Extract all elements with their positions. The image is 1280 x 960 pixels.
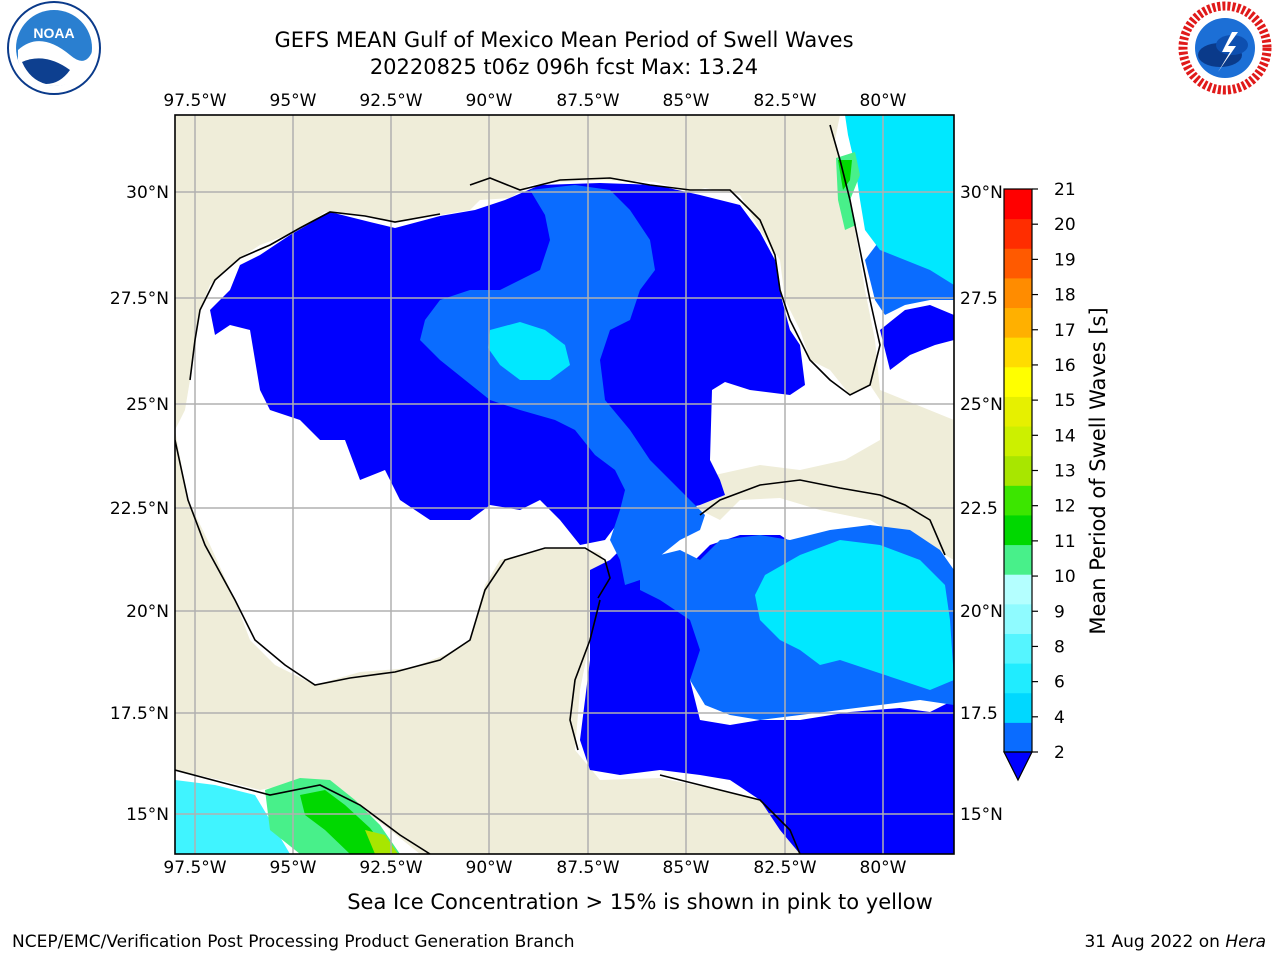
swell-zone-6-7-caribbean xyxy=(755,540,954,690)
colorbar-segment xyxy=(1004,633,1032,664)
lon-label-bottom: 97.5°W xyxy=(163,858,226,878)
lon-label-bottom: 80°W xyxy=(860,858,907,878)
lon-label-top: 95°W xyxy=(270,91,317,111)
colorbar-tick-label: 13 xyxy=(1054,462,1076,482)
colorbar-tick-label: 12 xyxy=(1054,497,1076,517)
lon-label-bottom: 90°W xyxy=(466,858,513,878)
colorbar-tick-label: 15 xyxy=(1054,391,1076,411)
lat-label-right: 20°N xyxy=(960,602,1003,622)
lat-label-right: 22.5 xyxy=(960,499,998,519)
colorbar-segment xyxy=(1004,218,1032,249)
colorbar-tick-label: 9 xyxy=(1054,602,1065,622)
colorbar-segment xyxy=(1004,663,1032,694)
caption-text: Sea Ice Concentration > 15% is shown in … xyxy=(347,890,933,914)
colorbar-segment xyxy=(1004,366,1032,397)
swell-zone-6-7-atlantic xyxy=(845,115,954,285)
lon-label-top: 87.5°W xyxy=(556,91,619,111)
colorbar-tick-label: 2 xyxy=(1054,743,1065,763)
lat-label-right: 25°N xyxy=(960,395,1003,415)
nws-logo xyxy=(1178,1,1272,95)
lat-label-left: 27.5°N xyxy=(110,289,169,309)
lon-label-bottom: 85°W xyxy=(663,858,710,878)
colorbar-tick-label: 18 xyxy=(1054,286,1076,306)
colorbar-tick-label: 21 xyxy=(1054,180,1076,200)
colorbar-tick-label: 8 xyxy=(1054,637,1065,657)
colorbar-segment xyxy=(1004,396,1032,427)
lat-label-left: 22.5°N xyxy=(110,499,169,519)
lon-label-bottom: 92.5°W xyxy=(359,858,422,878)
swell-zone-2-4-atlantic xyxy=(880,305,954,370)
colorbar-extend-arrow xyxy=(1003,751,1033,782)
map-frame xyxy=(174,114,955,855)
chart-title: GEFS MEAN Gulf of Mexico Mean Period of … xyxy=(274,28,854,52)
swell-zone-6-7-gulf xyxy=(488,322,570,380)
colorbar-segment xyxy=(1004,544,1032,575)
noaa-logo: NOAA xyxy=(7,1,101,95)
chart-subtitle: 20220825 t06z 096h fcst Max: 13.24 xyxy=(369,55,759,79)
colorbar-segment xyxy=(1004,307,1032,338)
colorbar-segment xyxy=(1004,337,1032,368)
lon-label-top: 80°W xyxy=(860,91,907,111)
lon-label-top: 85°W xyxy=(663,91,710,111)
colorbar-tick-label: 10 xyxy=(1054,567,1076,587)
footer-date-text: 31 Aug 2022 on xyxy=(1084,932,1220,952)
swell-zone-11-12-pacific xyxy=(300,790,390,854)
colorbar-tick-label: 4 xyxy=(1054,708,1065,728)
lat-label-left: 30°N xyxy=(126,183,169,203)
colorbar-tick-label: 6 xyxy=(1054,673,1065,693)
colorbar-segment xyxy=(1004,455,1032,486)
lon-label-top: 82.5°W xyxy=(753,91,816,111)
colorbar-segment xyxy=(1004,722,1032,753)
footer-host: Hera xyxy=(1225,932,1266,952)
map-caption: Sea Ice Concentration > 15% is shown in … xyxy=(0,890,1280,914)
lat-label-left: 17.5°N xyxy=(110,704,169,724)
lon-label-top: 97.5°W xyxy=(163,91,226,111)
colorbar-segment xyxy=(1004,426,1032,457)
swell-zone-13-pacific xyxy=(365,830,398,854)
colorbar-segment xyxy=(1004,603,1032,634)
colorbar: 21 20 19 18 17 16 15 14 13 12 11 10 9 8 6 4 2 xyxy=(1003,180,1076,782)
colorbar-segment xyxy=(1004,485,1032,516)
lat-label-left: 20°N xyxy=(126,602,169,622)
lat-label-right: 17.5 xyxy=(960,704,998,724)
colorbar-tick-label: 17 xyxy=(1054,321,1076,341)
swell-zone-4-6-central xyxy=(420,185,705,585)
lat-label-left: 25°N xyxy=(126,395,169,415)
lon-label-top: 90°W xyxy=(466,91,513,111)
footer-date: 31 Aug 2022 on Hera xyxy=(1084,932,1266,952)
graticule xyxy=(175,115,954,854)
swell-zone-6-7-pacific xyxy=(175,780,290,854)
colorbar-tick-label: 16 xyxy=(1054,356,1076,376)
noaa-logo-text: NOAA xyxy=(33,25,74,41)
lon-label-bottom: 95°W xyxy=(270,858,317,878)
lat-label-right: 27.5 xyxy=(960,289,998,309)
lat-label-right: 30°N xyxy=(960,183,1003,203)
colorbar-segment xyxy=(1004,514,1032,546)
colorbar-segment xyxy=(1004,692,1032,723)
colorbar-segment xyxy=(1004,189,1032,220)
footer-credit: NCEP/EMC/Verification Post Processing Pr… xyxy=(12,932,575,952)
colorbar-label: Mean Period of Swell Waves [s] xyxy=(1086,307,1110,634)
colorbar-segment xyxy=(1004,574,1032,605)
colorbar-tick-label: 14 xyxy=(1054,426,1076,446)
lon-label-bottom: 87.5°W xyxy=(556,858,619,878)
coastlines xyxy=(175,124,946,854)
colorbar-segment xyxy=(1004,277,1032,309)
colorbar-tick-label: 20 xyxy=(1054,215,1076,235)
lat-label-left: 15°N xyxy=(126,805,169,825)
lon-label-bottom: 82.5°W xyxy=(753,858,816,878)
colorbar-tick-label: 11 xyxy=(1054,532,1076,552)
swell-zone-2-4-caribbean xyxy=(580,535,954,854)
colorbar-tick-label: 19 xyxy=(1054,250,1076,270)
forecast-map: 97.5°W 95°W 92.5°W 90°W 87.5°W 85°W 82.5… xyxy=(110,91,1110,878)
lon-label-top: 92.5°W xyxy=(359,91,422,111)
lat-label-right: 15°N xyxy=(960,805,1003,825)
colorbar-segment xyxy=(1004,248,1032,279)
